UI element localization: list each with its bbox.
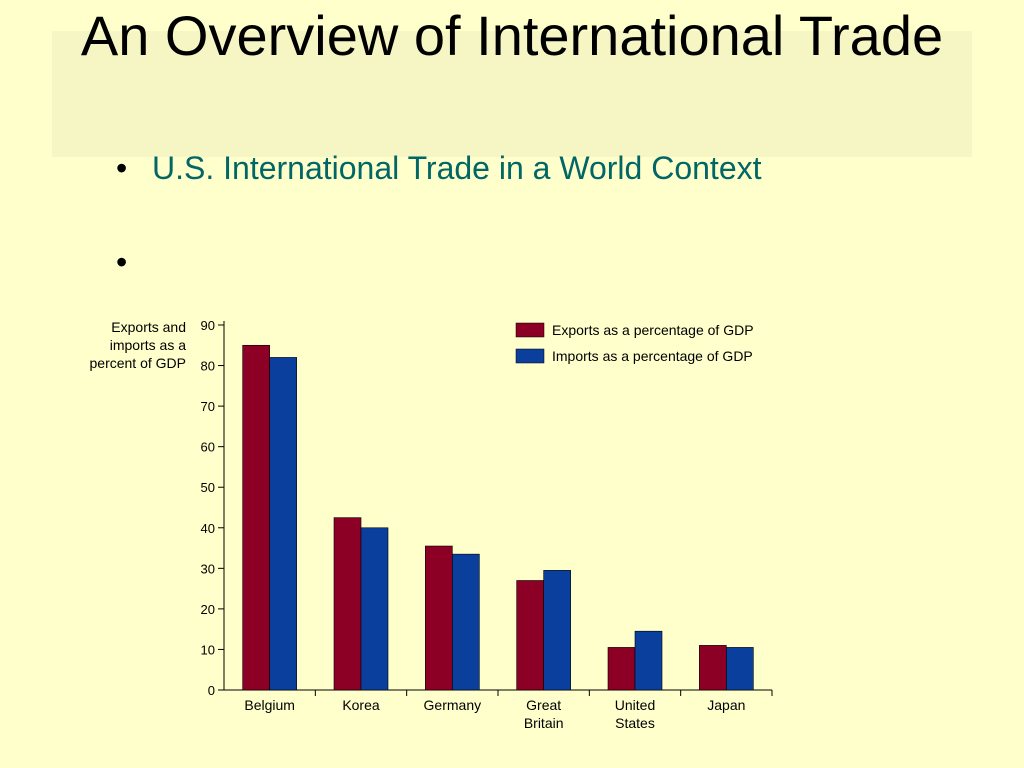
bar-chart: Exports and imports as a percent of GDP … — [0, 300, 1024, 750]
y-tick-label: 30 — [201, 561, 215, 576]
slide-title: An Overview of International Trade — [80, 4, 944, 67]
bar-exports — [242, 344, 270, 691]
x-tick-label: Great — [526, 697, 561, 713]
x-tick-label: United — [615, 697, 655, 713]
bar-exports — [516, 580, 544, 691]
y-tick-label: 60 — [201, 440, 215, 455]
bullet-item-empty — [110, 240, 762, 284]
chart-svg: 0 10 20 30 40 50 60 70 80 90 Belgium Korea Germany Gr… — [201, 318, 773, 731]
y-tick-label: 50 — [201, 480, 215, 495]
x-tick-label: Korea — [342, 697, 380, 713]
bar-imports — [634, 630, 663, 691]
bullet-item: U.S. International Trade in a World Cont… — [110, 146, 762, 190]
legend-swatch — [515, 322, 545, 338]
bullet-list: U.S. International Trade in a World Cont… — [110, 146, 762, 284]
bar-imports — [360, 527, 389, 691]
legend-label: Imports as a percentage of GDP — [552, 348, 753, 364]
bar-exports — [333, 517, 362, 691]
bar-exports — [425, 545, 453, 691]
bar-imports — [543, 570, 571, 691]
y-tick-label: 40 — [201, 521, 215, 536]
x-tick-label: Germany — [424, 697, 482, 713]
y-tick-label: 80 — [201, 359, 215, 374]
x-tick-label: States — [615, 715, 655, 731]
bar-imports — [726, 647, 754, 691]
y-tick-label: 0 — [208, 683, 215, 698]
y-tick-label: 90 — [201, 318, 215, 333]
y-tick-label: 20 — [201, 602, 215, 617]
bar-exports — [607, 647, 636, 691]
bar-imports — [452, 553, 480, 691]
bar-exports — [699, 645, 727, 691]
y-tick-label: 10 — [201, 642, 215, 657]
legend-swatch — [515, 348, 545, 364]
y-axis-label: Exports and imports as a percent of GDP — [89, 319, 187, 371]
title-band — [52, 31, 972, 157]
bar-imports — [269, 357, 297, 691]
x-tick-label: Belgium — [244, 697, 295, 713]
x-tick-label: Britain — [524, 715, 564, 731]
legend-label: Exports as a percentage of GDP — [552, 322, 754, 338]
x-tick-label: Japan — [707, 697, 745, 713]
y-tick-label: 70 — [201, 399, 215, 414]
